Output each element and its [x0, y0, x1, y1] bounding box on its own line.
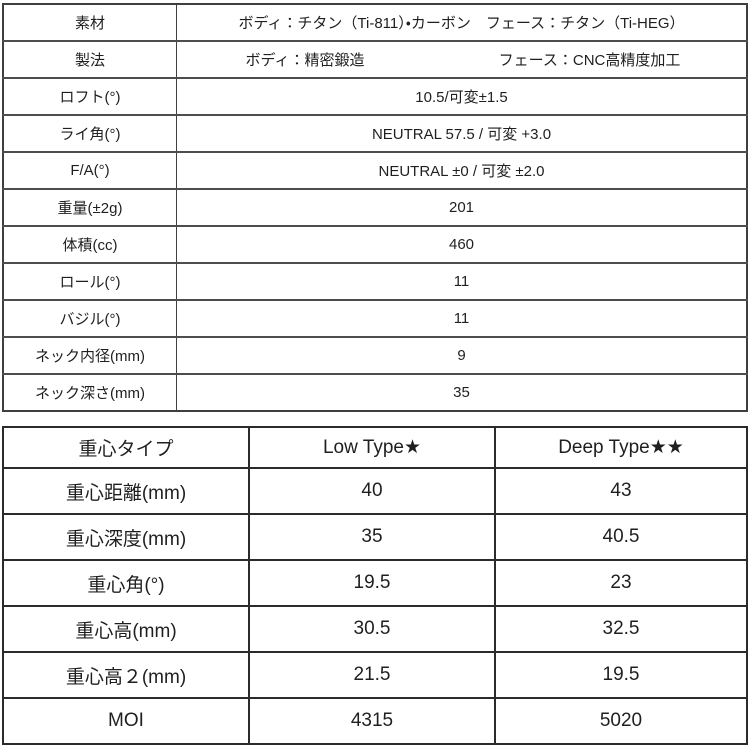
cg-row: 重心高(mm) 30.5 32.5 [2, 605, 748, 653]
spec-row: ネック内径(mm) 9 [3, 336, 747, 374]
cg-header-deep-type: Deep Type★★ [494, 426, 748, 469]
spec-row-value: 460 [176, 225, 747, 263]
cg-table: 重心タイプ Low Type★ Deep Type★★ 重心距離(mm) 40 43… [2, 426, 748, 745]
spec-row-value: 35 [176, 373, 747, 411]
spec-row: 素材 ボディ：チタン（Ti-811）・カーボン フェース：チタン（Ti-HEG） [3, 4, 747, 41]
cg-row-low-value: 4315 [248, 697, 496, 745]
spec-row-label: ネック深さ(mm) [3, 373, 177, 411]
cg-row: 重心角(°) 19.5 23 [2, 559, 748, 607]
spec-table-body: 素材 ボディ：チタン（Ti-811）・カーボン フェース：チタン（Ti-HEG） 製… [3, 4, 747, 411]
spec-row: ライ角(°) NEUTRAL 57.5 / 可変 +3.0 [3, 114, 747, 152]
cg-header-row: 重心タイプ Low Type★ Deep Type★★ [2, 426, 748, 469]
spec-row-label: F/A(°) [3, 151, 177, 189]
cg-row-low-value: 40 [248, 467, 496, 515]
cg-row-deep-value: 23 [494, 559, 748, 607]
cg-row-low-value: 21.5 [248, 651, 496, 699]
spec-value-part: フェース：CNC高精度加工 [498, 52, 681, 69]
cg-row-label: MOI [2, 697, 250, 745]
spec-row-value: NEUTRAL ±0 / 可変 ±2.0 [176, 151, 747, 189]
spec-row: バジル(°) 11 [3, 299, 747, 337]
spec-row: 重量(±2g) 201 [3, 188, 747, 226]
spec-row-label: ネック内径(mm) [3, 336, 177, 374]
cg-row-deep-value: 5020 [494, 697, 748, 745]
cg-row: 重心深度(mm) 35 40.5 [2, 513, 748, 561]
cg-row-label: 重心高２(mm) [2, 651, 250, 699]
spec-row: ロール(°) 11 [3, 262, 747, 300]
spec-row-value: ボディ：精密鍛造 フェース：CNC高精度加工 [176, 40, 747, 78]
spec-row-value: 201 [176, 188, 747, 226]
cg-header-type: 重心タイプ [2, 426, 250, 469]
cg-row-deep-value: 19.5 [494, 651, 748, 699]
spec-row-label: 重量(±2g) [3, 188, 177, 226]
spec-row-value: 11 [176, 299, 747, 337]
cg-table-body: 重心距離(mm) 40 43 重心深度(mm) 35 40.5 重心角(°) 19.5 23 重心… [2, 467, 748, 745]
spec-row-label: バジル(°) [3, 299, 177, 337]
spec-row-label: 素材 [3, 4, 177, 41]
spec-row: F/A(°) NEUTRAL ±0 / 可変 ±2.0 [3, 151, 747, 189]
spec-row: 体積(cc) 460 [3, 225, 747, 263]
spec-row-value: 10.5/可変±1.5 [176, 77, 747, 115]
cg-row-deep-value: 32.5 [494, 605, 748, 653]
spec-table: 素材 ボディ：チタン（Ti-811）・カーボン フェース：チタン（Ti-HEG） 製… [2, 3, 748, 412]
cg-row-low-value: 19.5 [248, 559, 496, 607]
spec-row-label: ロフト(°) [3, 77, 177, 115]
cg-header-low-type: Low Type★ [248, 426, 496, 469]
cg-row-low-value: 30.5 [248, 605, 496, 653]
spec-row: ネック深さ(mm) 35 [3, 373, 747, 411]
cg-row-label: 重心深度(mm) [2, 513, 250, 561]
spec-row: 製法 ボディ：精密鍛造 フェース：CNC高精度加工 [3, 40, 747, 78]
cg-row: 重心高２(mm) 21.5 19.5 [2, 651, 748, 699]
spec-row-value: 9 [176, 336, 747, 374]
spec-row-value: 11 [176, 262, 747, 300]
spec-row: ロフト(°) 10.5/可変±1.5 [3, 77, 747, 115]
spec-row-value: ボディ：チタン（Ti-811）・カーボン フェース：チタン（Ti-HEG） [238, 15, 685, 32]
cg-row-deep-value: 40.5 [494, 513, 748, 561]
spec-row-label: 体積(cc) [3, 225, 177, 263]
spec-value-part: ボディ：精密鍛造 [245, 52, 365, 69]
cg-row-low-value: 35 [248, 513, 496, 561]
cg-row-deep-value: 43 [494, 467, 748, 515]
spec-row-value: NEUTRAL 57.5 / 可変 +3.0 [176, 114, 747, 152]
spec-row-label: 製法 [3, 40, 177, 78]
cg-row-label: 重心高(mm) [2, 605, 250, 653]
spec-row-label: ロール(°) [3, 262, 177, 300]
cg-row: MOI 4315 5020 [2, 697, 748, 745]
cg-row-label: 重心角(°) [2, 559, 250, 607]
cg-row: 重心距離(mm) 40 43 [2, 467, 748, 515]
spec-row-label: ライ角(°) [3, 114, 177, 152]
cg-row-label: 重心距離(mm) [2, 467, 250, 515]
